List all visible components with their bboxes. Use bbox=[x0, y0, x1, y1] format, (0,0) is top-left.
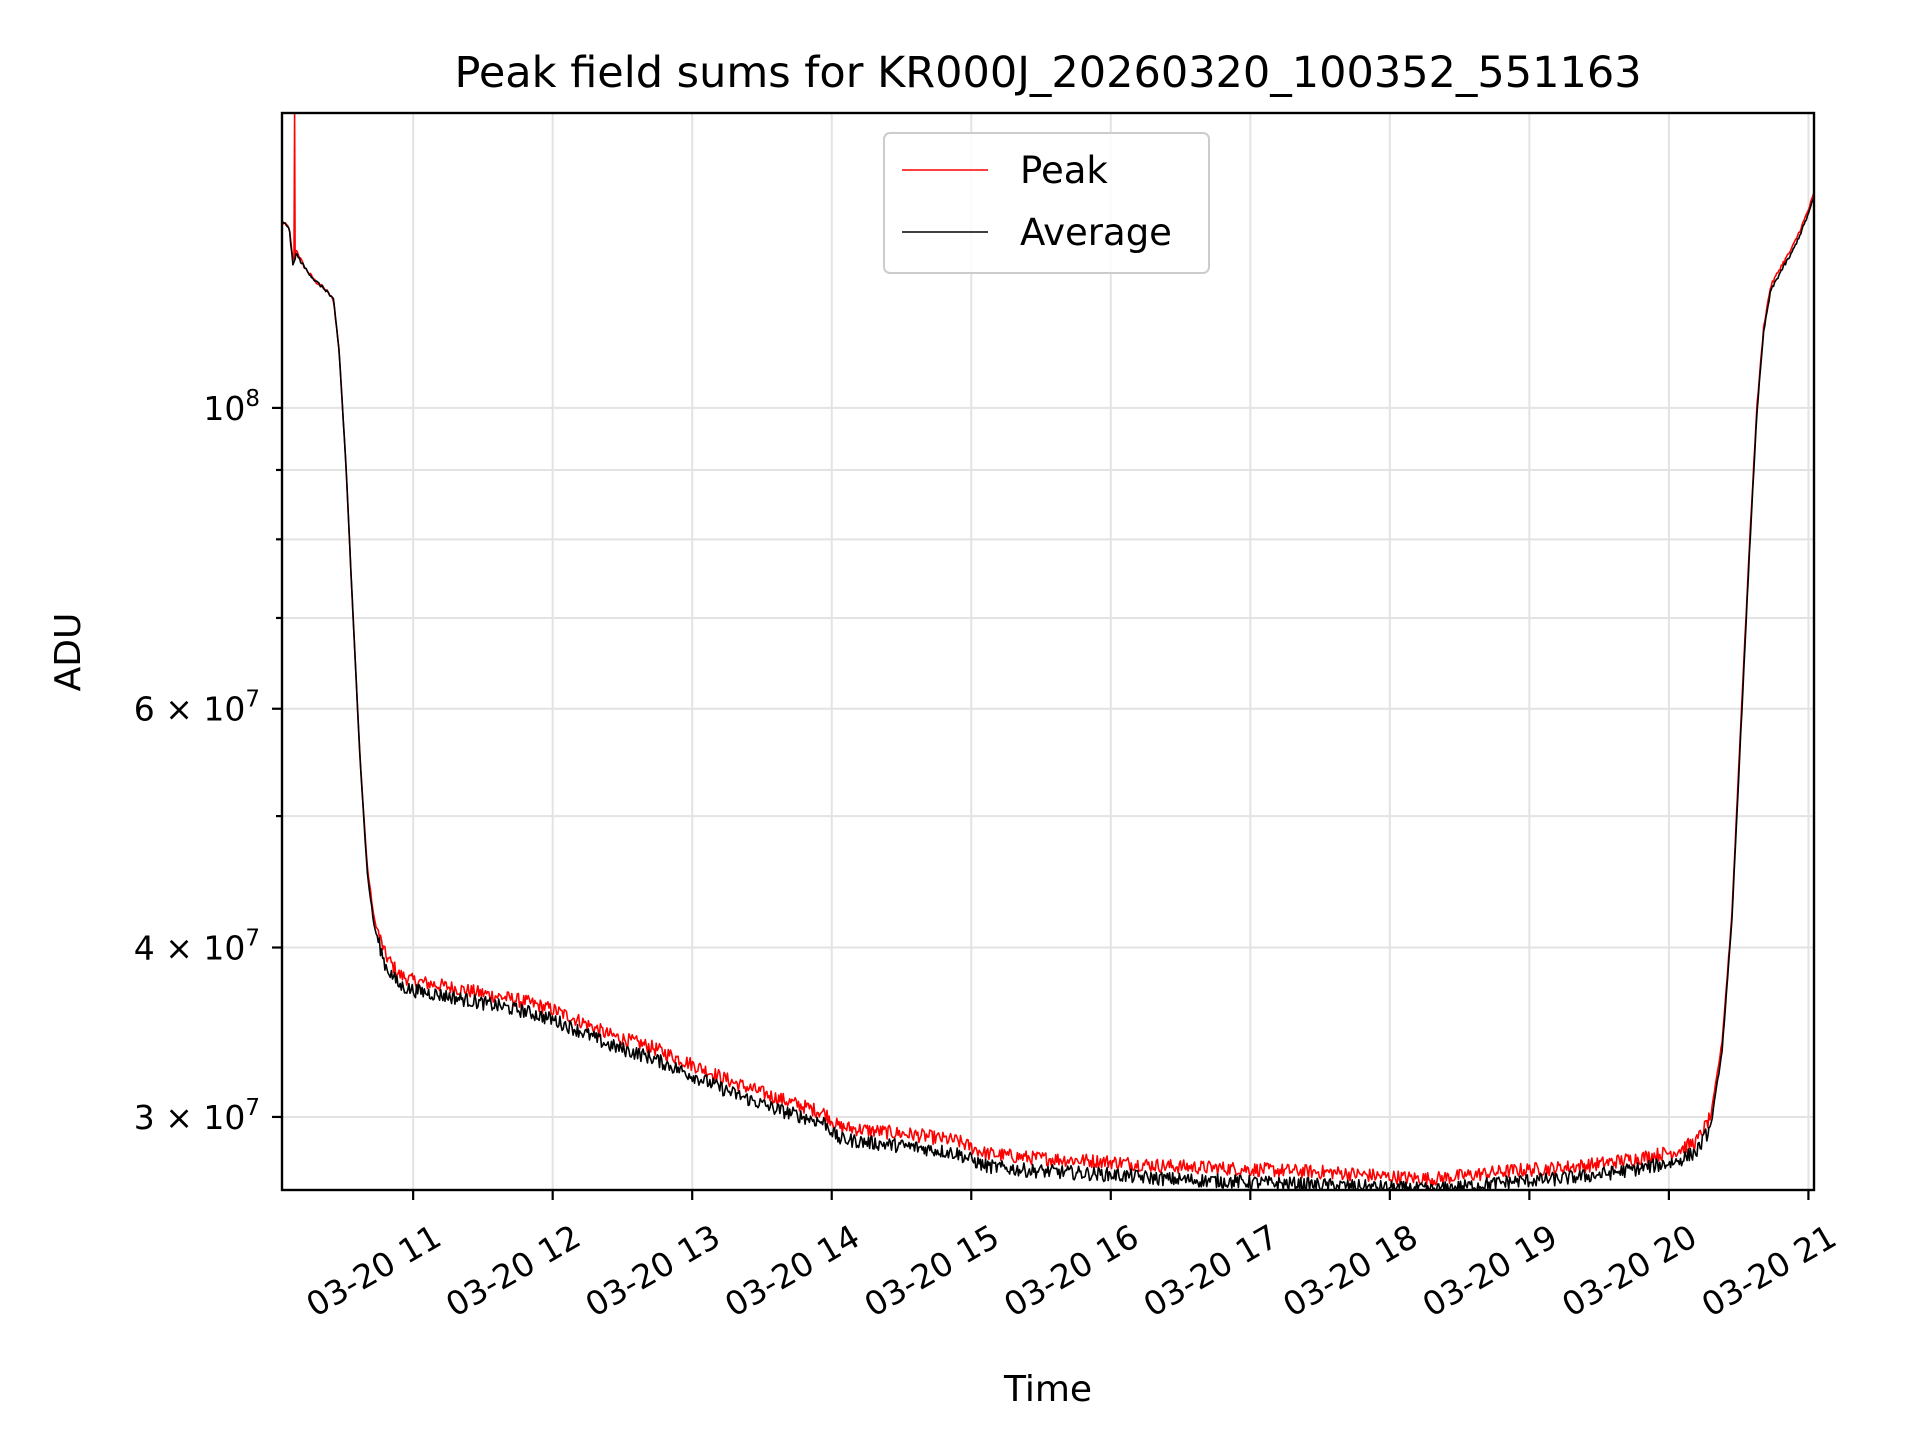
y-axis-label: ADU bbox=[48, 613, 89, 692]
y-tick-label-exponent: 8 bbox=[245, 386, 260, 412]
legend-box bbox=[883, 132, 1210, 274]
x-axis-label: Time bbox=[1003, 1369, 1092, 1410]
legend: Peak Average bbox=[883, 132, 1210, 274]
grid bbox=[282, 113, 1814, 1190]
series-line-peak bbox=[281, 112, 1815, 1187]
y-tick-label-base: 10 bbox=[203, 389, 245, 428]
y-tick-label: 108 bbox=[203, 386, 260, 428]
y-tick-label-exponent: 7 bbox=[245, 1095, 260, 1121]
legend-peak-label: Peak bbox=[1020, 149, 1108, 192]
plot-frame bbox=[280, 111, 1816, 1192]
y-tick-label-exponent: 7 bbox=[245, 687, 260, 713]
y-tick-label-exponent: 7 bbox=[245, 926, 260, 952]
y-tick-label-base: 6 × 10 bbox=[134, 690, 246, 729]
y-tick-label: 4 × 107 bbox=[134, 926, 260, 968]
legend-average-label: Average bbox=[1020, 211, 1172, 254]
y-tick-label-base: 3 × 10 bbox=[134, 1098, 246, 1137]
series-layer bbox=[281, 112, 1815, 1191]
y-tick-label: 6 × 107 bbox=[134, 687, 260, 729]
chart-title: Peak field sums for KR000J_20260320_1003… bbox=[454, 48, 1641, 98]
y-tick-label: 3 × 107 bbox=[134, 1095, 260, 1137]
series-line-average bbox=[281, 197, 1815, 1191]
y-tick-label-base: 4 × 10 bbox=[134, 929, 246, 968]
